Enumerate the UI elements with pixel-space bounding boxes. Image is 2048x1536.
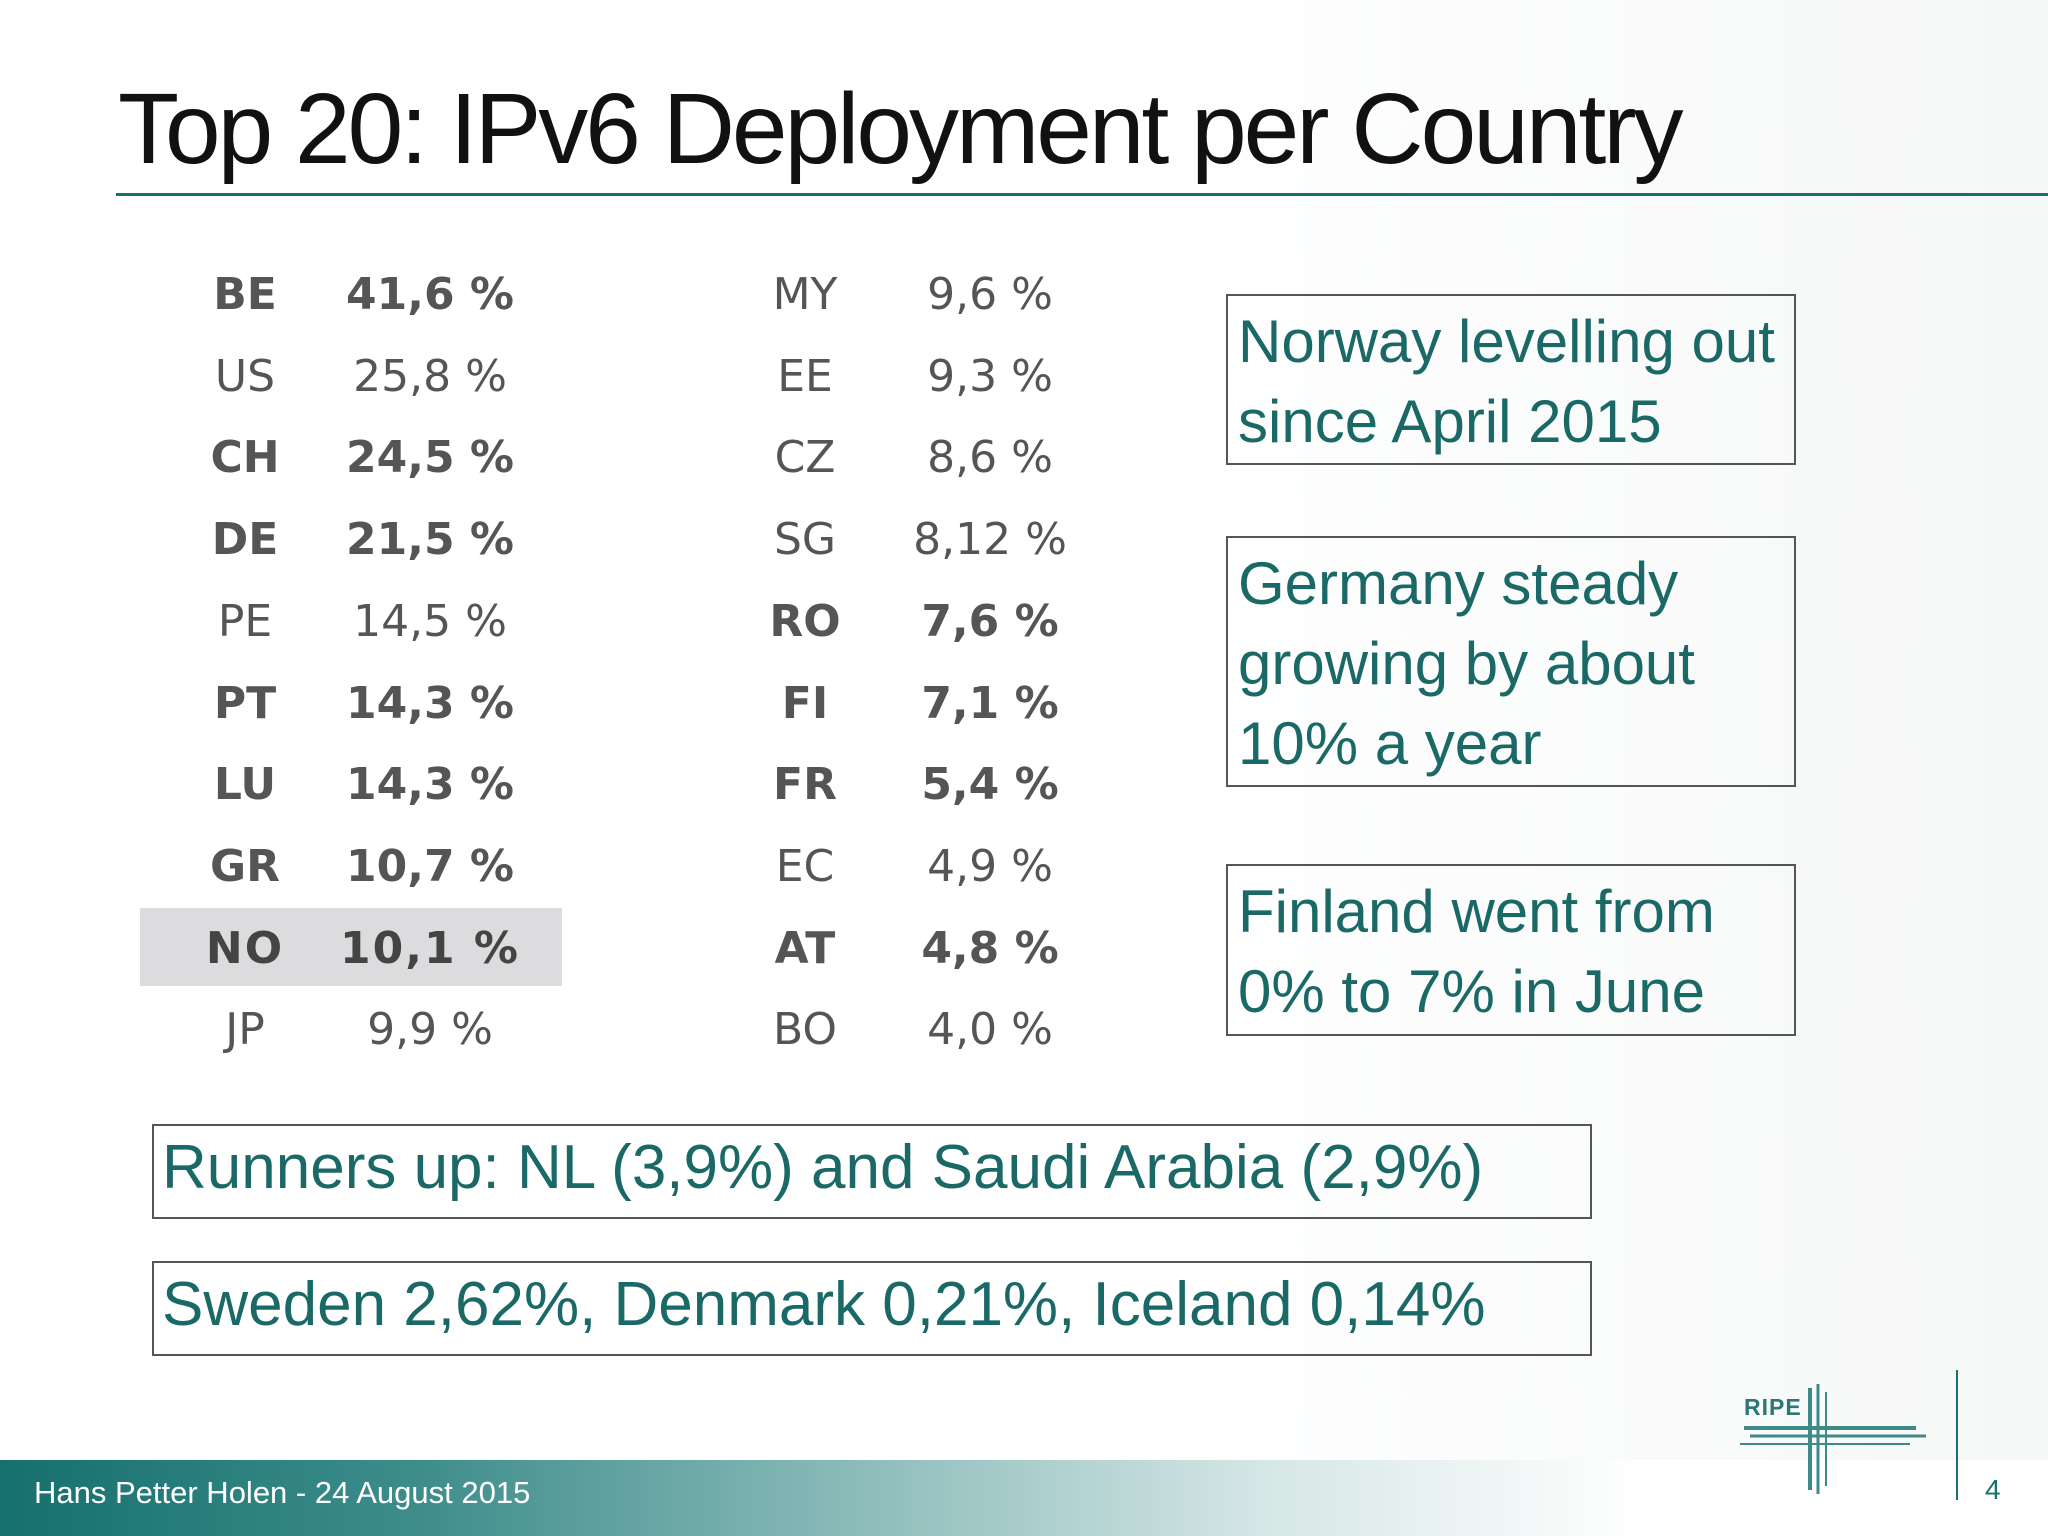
country-code: AT [774,923,836,974]
country-code: BO [772,1004,838,1055]
country-code: PE [217,596,273,647]
country-value: 4,9 % [927,841,1053,892]
finland-note: Finland went from 0% to 7% in June [1226,864,1796,1036]
country-code: RO [769,596,841,647]
footer-bar [0,1460,2048,1536]
country-value: 10,7 % [346,841,514,892]
country-row-lu: LU 14,3 % [0,744,1100,826]
country-code: DE [211,514,279,565]
country-code: BE [213,269,277,320]
country-code: MY [772,269,838,320]
country-row-ro: RO 7,6 % [0,581,1100,663]
germany-note-line-1: Germany steady [1238,550,1679,617]
norway-highlight [140,908,562,986]
country-value: 5,4 % [921,759,1059,810]
country-value: 8,12 % [913,514,1067,565]
country-row-fi: FI 7,1 % [0,663,1100,745]
germany-note-line-3: 10% a year [1238,710,1542,777]
norway-note-line-2: since April 2015 [1238,388,1662,455]
country-code: NO [205,923,285,974]
country-value: 4,8 % [921,923,1059,974]
runners-up-text: Runners up: NL (3,9%) and Saudi Arabia (… [162,1133,1484,1202]
country-code: FI [781,678,829,729]
country-code: PT [213,678,277,729]
country-row-sg: SG 8,12 % [0,499,1100,581]
ripe-logo: RIPE [1740,1380,1930,1500]
country-row-pe: PE 14,5 % [0,581,1100,663]
country-value: 9,9 % [367,1004,493,1055]
country-row-fr: FR 5,4 % [0,744,1100,826]
country-row-at: AT 4,8 % [0,908,1100,990]
country-code: CH [210,432,280,483]
country-code: SG [773,514,837,565]
country-row-ee: EE 9,3 % [0,336,1100,418]
runners-up-note: Runners up: NL (3,9%) and Saudi Arabia (… [152,1124,1592,1219]
country-value: 9,3 % [927,351,1053,402]
country-code: FR [773,759,837,810]
country-value: 9,6 % [927,269,1053,320]
country-code: LU [213,759,277,810]
country-value: 7,6 % [921,596,1059,647]
country-code: US [214,351,276,402]
country-value: 14,3 % [346,759,514,810]
country-row-my: MY 9,6 % [0,254,1100,336]
norway-note: Norway levelling out since April 2015 [1226,294,1796,465]
country-row-de: DE 21,5 % [0,499,1100,581]
country-value: 24,5 % [346,432,514,483]
country-value: 41,6 % [346,269,514,320]
ripe-logo-mark [1740,1384,1926,1494]
footer-author-date: Hans Petter Holen - 24 August 2015 [34,1475,531,1510]
country-code: JP [225,1004,265,1055]
country-code: EC [775,841,835,892]
country-code: EE [777,351,833,402]
title-rule [116,193,2048,196]
country-value: 25,8 % [353,351,507,402]
ripe-logo-text: RIPE [1744,1394,1802,1420]
country-row-pt: PT 14,3 % [0,663,1100,745]
country-row-us: US 25,8 % [0,336,1100,418]
country-code: CZ [774,432,836,483]
finland-note-line-2: 0% to 7% in June [1238,958,1705,1025]
country-code: GR [210,841,280,892]
nordics-text: Sweden 2,62%, Denmark 0,21%, Iceland 0,1… [162,1270,1486,1339]
country-value: 8,6 % [927,432,1053,483]
page-number: 4 [1985,1474,2001,1505]
germany-note: Germany steady growing by about 10% a ye… [1226,536,1796,787]
country-row-be: BE 41,6 % [0,254,1100,336]
germany-note-line-2: growing by about [1238,630,1695,697]
nordics-note: Sweden 2,62%, Denmark 0,21%, Iceland 0,1… [152,1261,1592,1356]
country-row-no: NO 10,1 % [0,908,1100,990]
country-row-jp: JP 9,9 % [0,989,1100,1071]
country-row-bo: BO 4,0 % [0,989,1100,1071]
country-value: 4,0 % [927,1004,1053,1055]
country-row-ec: EC 4,9 % [0,826,1100,908]
country-row-gr: GR 10,7 % [0,826,1100,908]
country-value: 10,1 % [340,923,520,974]
country-row-cz: CZ 8,6 % [0,417,1100,499]
country-value: 14,3 % [346,678,514,729]
slide-title: Top 20: IPv6 Deployment per Country [118,73,1684,185]
norway-note-line-1: Norway levelling out [1238,308,1775,375]
country-value: 7,1 % [921,678,1059,729]
country-row-ch: CH 24,5 % [0,417,1100,499]
country-value: 21,5 % [346,514,514,565]
footer-divider [1956,1370,1958,1500]
finland-note-line-1: Finland went from [1238,878,1715,945]
country-value: 14,5 % [353,596,507,647]
